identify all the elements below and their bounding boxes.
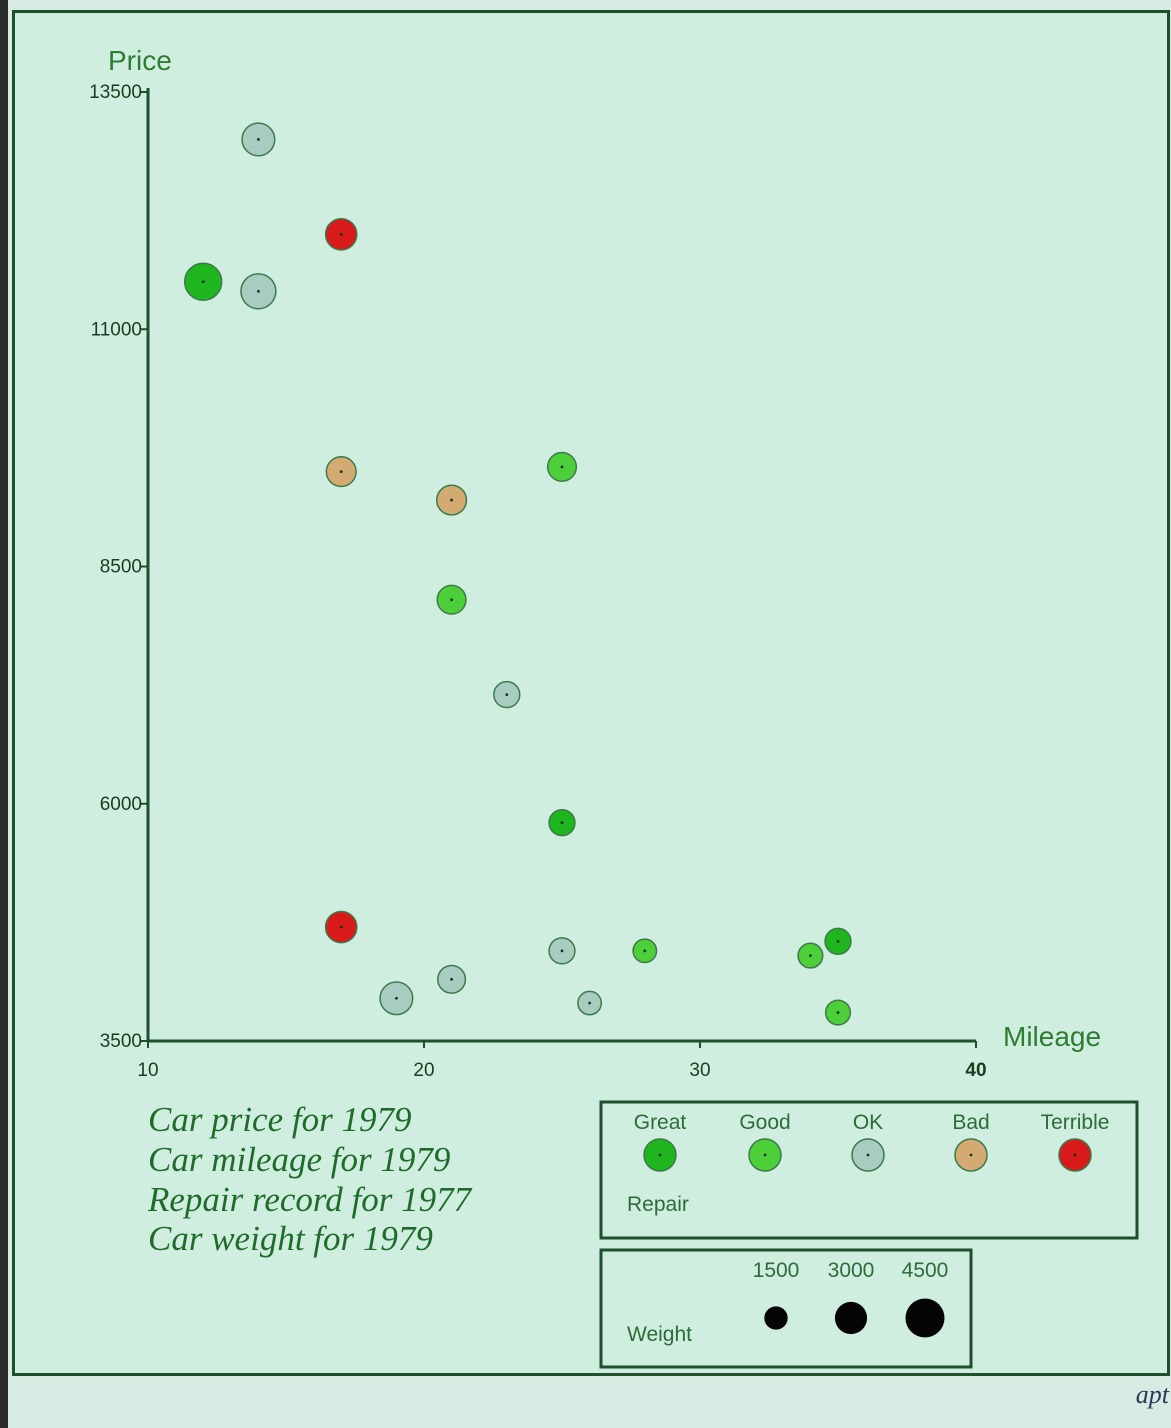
caption-price: Car price for 1979 — [148, 1100, 412, 1139]
legend-weight-swatch — [834, 1301, 868, 1335]
data-point-center — [560, 949, 564, 953]
data-point-center — [395, 996, 398, 1000]
legend-weight-title: Weight — [627, 1323, 692, 1346]
data-point-center — [643, 949, 647, 953]
legend-repair-label: Great — [634, 1111, 687, 1134]
legend-repair-swatch-center — [866, 1153, 870, 1157]
footer-mark: apt — [1135, 1380, 1169, 1409]
y-tick-label: 6000 — [100, 794, 142, 815]
data-point-center — [560, 465, 564, 469]
page-left-edge — [0, 0, 8, 1428]
data-point-center — [560, 821, 564, 825]
data-points — [183, 122, 852, 1026]
data-point-center — [836, 1011, 840, 1014]
x-tick-label: 40 — [965, 1060, 986, 1081]
legend-repair-label: Good — [739, 1111, 790, 1134]
legend-repair-box — [599, 1100, 1139, 1240]
legend-weight-label: 1500 — [753, 1259, 800, 1282]
legend-repair-title: Repair — [627, 1193, 689, 1216]
legend-repair-swatch-center — [763, 1153, 767, 1157]
axes — [146, 88, 976, 1043]
legend-repair-label: Bad — [952, 1111, 989, 1134]
data-point-center — [809, 954, 812, 957]
legend-repair-label: OK — [853, 1111, 883, 1134]
data-point-center — [450, 498, 453, 502]
caption-mileage: Car mileage for 1979 — [148, 1140, 451, 1179]
legend-weight-box — [599, 1248, 973, 1369]
data-point-center — [339, 925, 343, 929]
x-axis-title: Mileage — [1003, 1021, 1101, 1052]
legend-repair-swatch-center — [658, 1153, 662, 1157]
data-point-center — [450, 598, 453, 602]
y-tick-label: 13500 — [89, 82, 142, 103]
data-point-center — [201, 280, 205, 284]
y-tick-label: 3500 — [100, 1031, 142, 1052]
caption-repair: Repair record for 1977 — [148, 1180, 472, 1219]
legend-repair-label: Terrible — [1041, 1111, 1110, 1134]
legend-weight: Weight 1500 3000 4500 — [599, 1248, 973, 1369]
data-point-center — [339, 470, 343, 473]
legend-weight-label: 4500 — [902, 1259, 949, 1282]
x-tick-label: 30 — [689, 1060, 710, 1081]
data-point-center — [257, 289, 260, 293]
legend-repair-swatch-center — [969, 1153, 973, 1157]
y-tick-label: 11000 — [91, 319, 142, 340]
axis-ticks: 3500 6000 8500 11000 13500 10 20 30 40 — [89, 82, 986, 1081]
y-axis-title: Price — [108, 45, 172, 76]
legend-weight-swatch — [764, 1306, 788, 1330]
legend-weight-swatch — [905, 1298, 945, 1338]
data-point-center — [836, 939, 840, 943]
x-tick-label: 10 — [137, 1060, 158, 1081]
x-tick-label: 20 — [413, 1060, 434, 1081]
y-tick-label: 8500 — [100, 557, 142, 578]
caption-weight: Car weight for 1979 — [148, 1219, 433, 1258]
data-point-center — [257, 138, 260, 141]
data-point-center — [339, 232, 343, 236]
legend-repair-swatch-center — [1073, 1153, 1077, 1157]
legend-weight-label: 3000 — [828, 1259, 875, 1282]
data-point-center — [505, 693, 509, 697]
data-point-center — [588, 1001, 591, 1005]
legend-repair: Repair Great Good OK Bad Terrible — [599, 1100, 1139, 1240]
data-point-center — [450, 977, 453, 981]
